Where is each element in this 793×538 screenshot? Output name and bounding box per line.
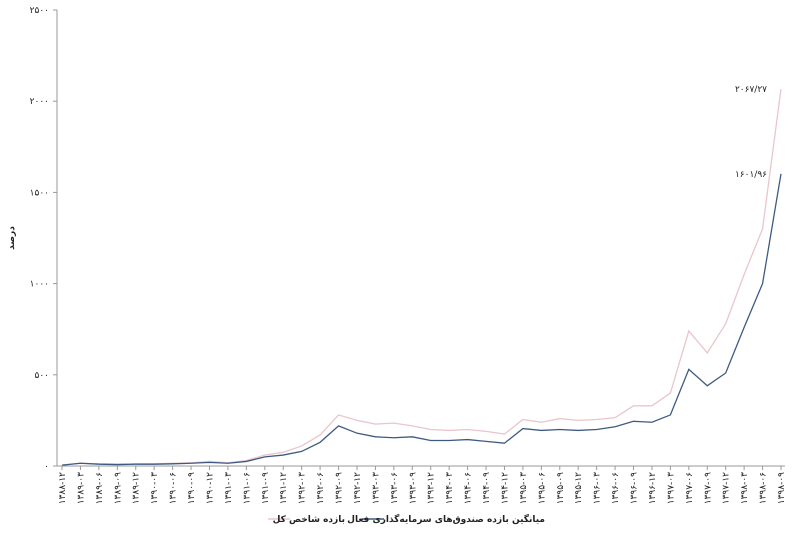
x-tick-label: ۱۳۹۷-۰۶ <box>685 472 695 504</box>
x-tick-label: ۱۳۹۳-۰۳ <box>371 472 381 504</box>
x-tick-label: ۱۳۹۶-۱۲ <box>648 472 658 504</box>
y-tick-label: ۲۵۰۰ <box>30 6 49 16</box>
y-tick-label: ۵۰۰ <box>34 371 49 381</box>
x-tick-label: ۱۳۹۴-۰۶ <box>464 472 474 504</box>
x-tick-label: ۱۳۹۷-۰۳ <box>666 472 676 504</box>
x-tick-label: ۱۳۹۰-۰۳ <box>150 472 160 504</box>
x-tick-label: ۱۳۹۲-۰۶ <box>316 472 326 504</box>
y-tick-label: ۱۵۰۰ <box>30 188 49 198</box>
x-tick-label: ۱۳۹۳-۰۹ <box>408 472 418 504</box>
x-tick-label: ۱۳۸۹-۱۲ <box>132 472 142 504</box>
x-tick-label: ۱۳۹۸-۰۶ <box>759 472 769 504</box>
y-tick-label: ۱۰۰۰ <box>30 280 49 290</box>
legend-label: میانگین بازده صندوق‌های سرمایه‌گذاری فعا… <box>347 513 545 525</box>
x-tick-label: ۱۳۹۸-۰۹ <box>777 472 787 504</box>
x-tick-label: ۱۳۹۲-۰۹ <box>335 472 345 504</box>
x-tick-label: ۱۳۹۶-۰۹ <box>630 472 640 504</box>
value-label: ۲۰۶۷/۲۷ <box>735 85 767 95</box>
x-tick-label: ۱۳۹۱-۰۹ <box>261 472 271 504</box>
x-tick-label: ۱۳۹۷-۱۲ <box>722 472 732 504</box>
x-tick-label: ۱۳۹۱-۱۲ <box>279 472 289 504</box>
value-label: ۱۶۰۱/۹۶ <box>735 170 767 180</box>
x-tick-label: ۱۳۹۱-۰۶ <box>242 472 252 504</box>
x-tick-label: ۱۳۹۵-۱۲ <box>574 472 584 504</box>
x-tick-label: ۱۳۹۰-۱۲ <box>205 472 215 504</box>
x-tick-label: ۱۳۹۵-۰۶ <box>537 472 547 504</box>
x-tick-label: ۱۳۹۰-۰۹ <box>187 472 197 504</box>
x-tick-label: ۱۳۹۵-۰۳ <box>519 472 529 504</box>
x-tick-label: ۱۳۹۴-۰۹ <box>482 472 492 504</box>
x-tick-label: ۱۳۹۴-۰۳ <box>445 472 455 504</box>
y-tick-label: ۰ <box>44 462 49 472</box>
x-tick-label: ۱۳۹۲-۰۳ <box>298 472 308 504</box>
x-tick-label: ۱۳۹۶-۰۶ <box>611 472 621 504</box>
y-axis-label: درصد <box>7 226 17 250</box>
x-tick-label: ۱۳۹۴-۱۲ <box>500 472 510 504</box>
x-tick-label: ۱۳۹۸-۰۳ <box>740 472 750 504</box>
x-tick-label: ۱۳۸۹-۰۳ <box>76 472 86 504</box>
x-tick-label: ۱۳۹۷-۰۹ <box>703 472 713 504</box>
legend-label: بازده شاخص کل <box>273 515 345 525</box>
x-tick-label: ۱۳۸۹-۰۹ <box>113 472 123 504</box>
x-tick-label: ۱۳۹۱-۰۳ <box>224 472 234 504</box>
x-tick-label: ۱۳۹۰-۰۶ <box>169 472 179 504</box>
x-tick-label: ۱۳۹۳-۱۲ <box>427 472 437 504</box>
x-tick-label: ۱۳۹۲-۱۲ <box>353 472 363 504</box>
x-tick-label: ۱۳۸۹-۰۶ <box>95 472 105 504</box>
x-tick-label: ۱۳۹۶-۰۳ <box>593 472 603 504</box>
x-tick-label: ۱۳۸۸-۱۲ <box>58 472 68 504</box>
series-line <box>61 173 782 466</box>
x-tick-label: ۱۳۹۳-۰۶ <box>390 472 400 504</box>
x-tick-label: ۱۳۹۵-۰۹ <box>556 472 566 504</box>
y-tick-label: ۲۰۰۰ <box>30 97 49 107</box>
